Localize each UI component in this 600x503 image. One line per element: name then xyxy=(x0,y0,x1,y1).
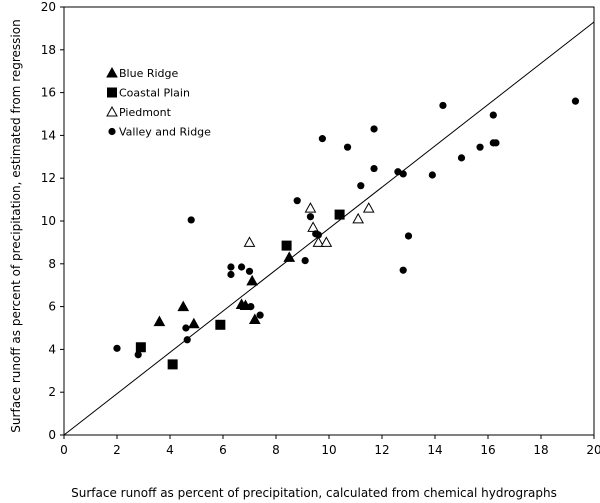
x-tick-label: 4 xyxy=(166,443,174,457)
piedmont-point xyxy=(307,221,319,232)
valley-and-ridge-point xyxy=(256,311,264,319)
y-tick-label: 20 xyxy=(41,0,56,14)
blue-ridge-point xyxy=(188,317,200,329)
valley-and-ridge-point xyxy=(113,344,121,352)
valley-and-ridge-point xyxy=(182,324,190,332)
blue-ridge-point xyxy=(246,274,258,286)
valley-and-ridge-point xyxy=(343,143,352,151)
coastal-plain-point xyxy=(215,319,226,330)
valley-and-ridge-point xyxy=(227,263,235,271)
legend-marker-valley-and-ridge xyxy=(108,127,116,136)
y-tick-label: 4 xyxy=(48,342,56,356)
valley-and-ridge-point xyxy=(439,101,447,110)
x-tick-label: 18 xyxy=(533,443,548,457)
x-tick-label: 10 xyxy=(321,443,336,457)
blue-ridge-point xyxy=(177,300,190,312)
coastal-plain-point xyxy=(281,240,292,251)
legend-marker-coastal-plain xyxy=(107,87,117,98)
piedmont-point xyxy=(312,236,325,247)
legend-marker-blue-ridge xyxy=(106,66,118,78)
valley-and-ridge-point xyxy=(134,351,142,359)
coastal-plain-point xyxy=(135,342,146,353)
y-tick-label: 6 xyxy=(48,300,56,314)
data-points xyxy=(113,97,580,370)
valley-and-ridge-point xyxy=(489,111,497,119)
valley-and-ridge-point xyxy=(237,263,246,271)
valley-and-ridge-point xyxy=(293,197,301,205)
coastal-plain-point xyxy=(334,209,345,220)
blue-ridge-point xyxy=(248,313,261,324)
y-tick-label: 8 xyxy=(48,257,56,271)
x-tick-label: 12 xyxy=(374,443,389,457)
valley-and-ridge-point xyxy=(301,256,309,265)
x-tick-label: 16 xyxy=(480,443,495,457)
valley-and-ridge-point xyxy=(404,232,413,240)
valley-and-ridge-point xyxy=(314,231,322,239)
valley-and-ridge-point xyxy=(489,139,497,147)
one-to-one-reference-line xyxy=(63,21,595,436)
valley-and-ridge-point xyxy=(476,143,484,151)
valley-and-ridge-point xyxy=(306,213,315,221)
valley-and-ridge-point xyxy=(457,154,466,162)
x-tick-label: 14 xyxy=(427,443,442,457)
blue-ridge-point xyxy=(153,315,166,327)
blue-ridge-point xyxy=(283,251,296,262)
piedmont-point xyxy=(243,236,256,247)
valley-and-ridge-point xyxy=(357,182,365,190)
x-axis-title: Surface runoff as percent of precipitati… xyxy=(71,486,557,500)
y-tick-label: 2 xyxy=(48,385,56,399)
legend: Blue Ridge Coastal Plain Piedmont Valley an… xyxy=(106,66,211,139)
x-tick-label: 2 xyxy=(113,443,121,457)
legend-label-coastal-plain: Coastal Plain xyxy=(119,87,190,100)
y-axis: 0 2 4 6 8 10 12 14 16 18 20 xyxy=(41,0,64,442)
valley-and-ridge-point xyxy=(187,216,195,224)
piedmont-point xyxy=(320,236,333,247)
valley-and-ridge-point xyxy=(399,170,407,178)
valley-and-ridge-point xyxy=(571,97,580,105)
x-tick-label: 0 xyxy=(60,443,68,457)
piedmont-point xyxy=(362,202,375,213)
valley-and-ridge-point xyxy=(227,270,235,279)
valley-and-ridge-point xyxy=(428,171,436,179)
valley-and-ridge-point xyxy=(247,303,255,311)
y-tick-label: 12 xyxy=(41,171,56,185)
valley-and-ridge-point xyxy=(245,267,254,275)
y-tick-label: 14 xyxy=(41,128,56,142)
piedmont-point xyxy=(352,212,364,224)
y-tick-label: 16 xyxy=(41,86,56,100)
valley-and-ridge-point xyxy=(399,266,407,274)
valley-and-ridge-point xyxy=(183,336,191,344)
y-tick-label: 10 xyxy=(41,214,56,228)
valley-and-ridge-point xyxy=(370,125,378,133)
valley-and-ridge-point xyxy=(370,164,378,173)
legend-label-blue-ridge: Blue Ridge xyxy=(119,67,179,80)
coastal-plain-point xyxy=(167,359,178,370)
y-tick-label: 0 xyxy=(48,428,56,442)
y-axis-title: Surface runoff as percent of precipitati… xyxy=(9,19,23,432)
x-tick-label: 8 xyxy=(272,443,280,457)
piedmont-point xyxy=(304,202,317,213)
legend-label-valley-and-ridge: Valley and Ridge xyxy=(119,126,211,139)
x-tick-label: 20 xyxy=(586,443,600,457)
valley-and-ridge-point xyxy=(318,135,326,143)
plot-area: 0 2 4 6 8 10 12 14 16 18 20 0 2 4 6 8 10 12 14 16 18 20 xyxy=(41,0,600,457)
y-tick-label: 18 xyxy=(41,43,56,57)
x-tick-label: 6 xyxy=(219,443,227,457)
legend-marker-piedmont xyxy=(106,105,118,117)
legend-label-piedmont: Piedmont xyxy=(119,106,172,119)
x-axis: 0 2 4 6 8 10 12 14 16 18 20 xyxy=(60,435,600,457)
